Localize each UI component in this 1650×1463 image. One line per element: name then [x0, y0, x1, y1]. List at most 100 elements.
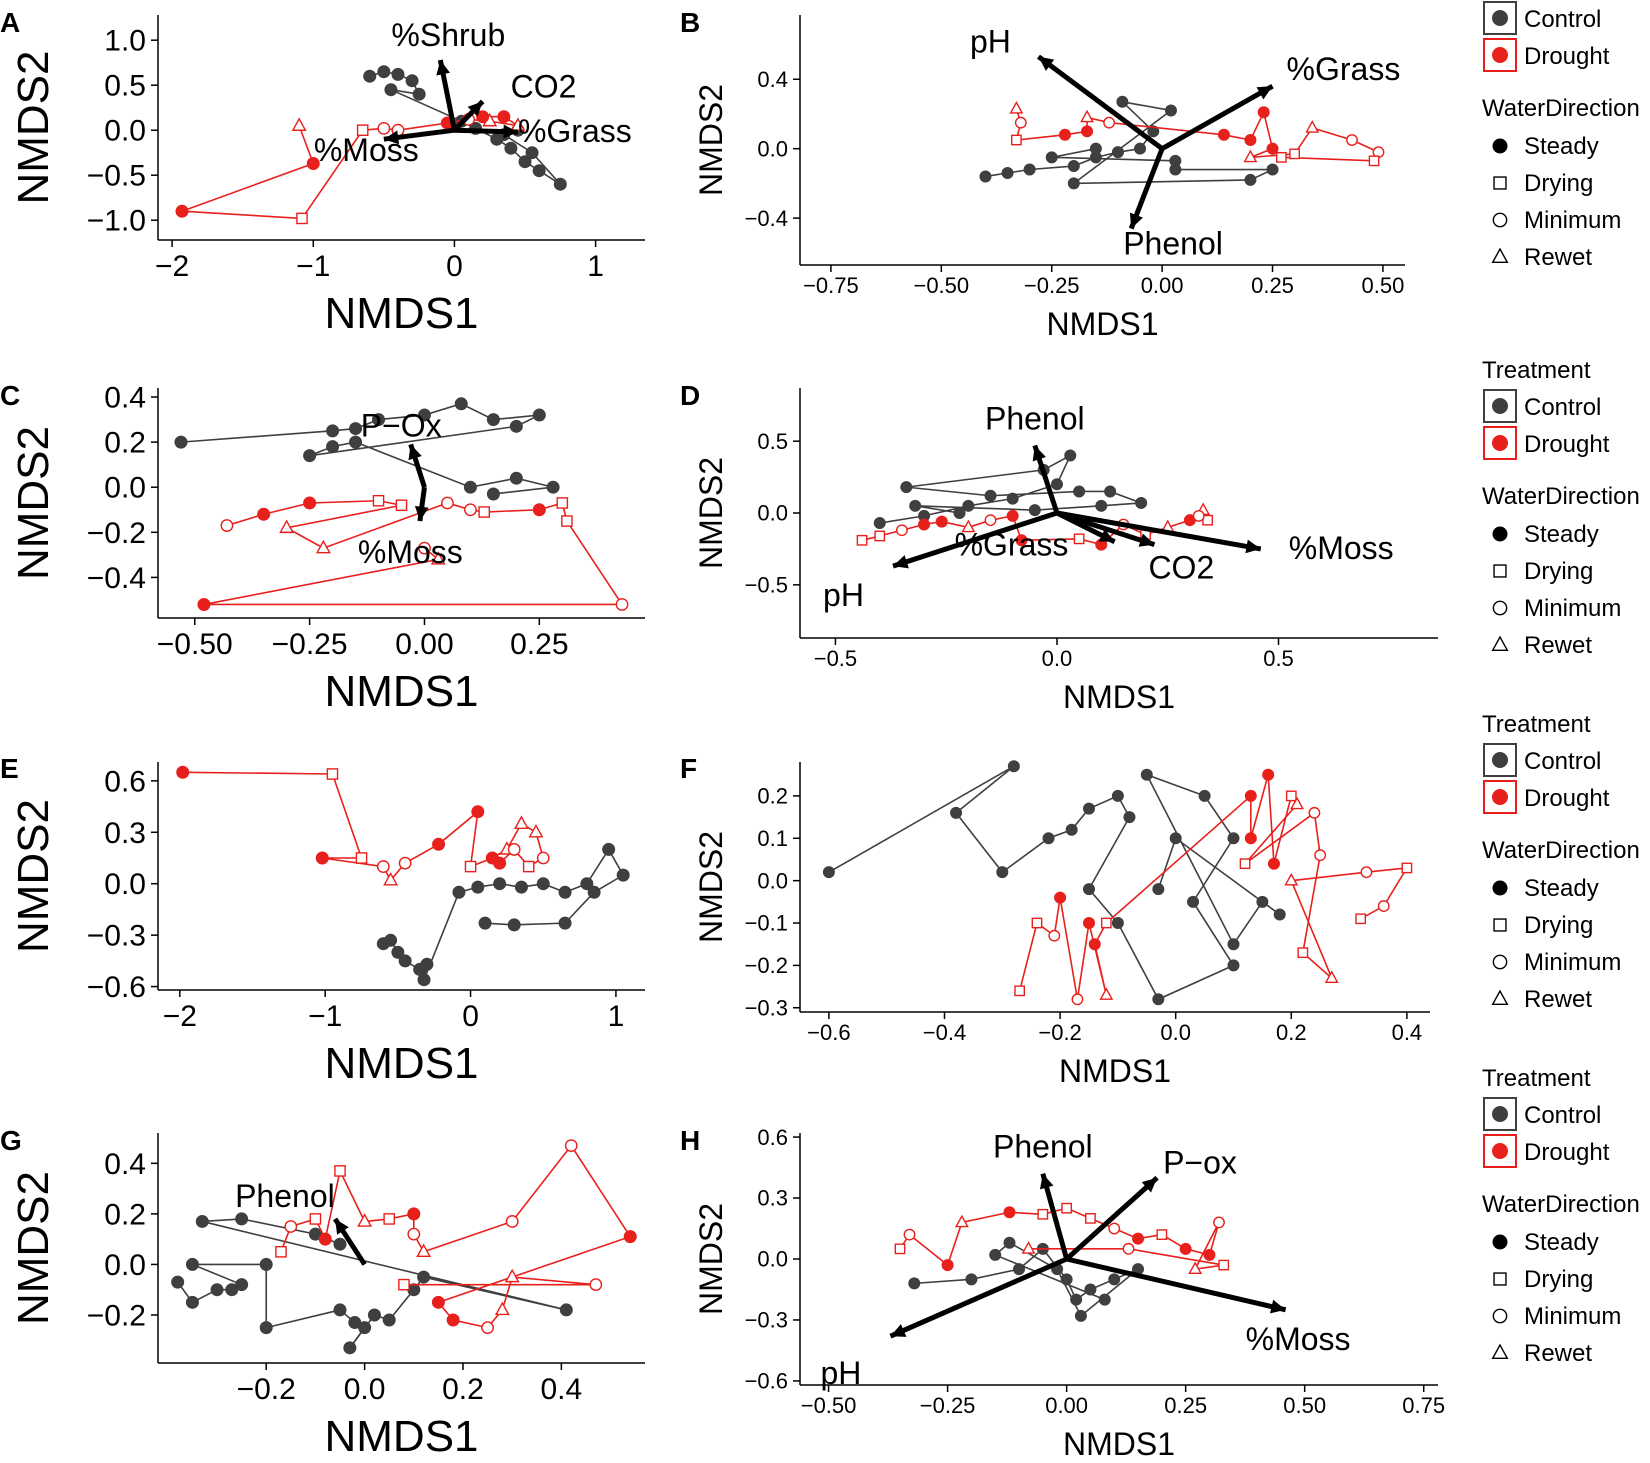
y-tick-label: 0.0	[757, 136, 788, 161]
point-control-steady	[979, 170, 992, 183]
x-tick-label: 0	[462, 1000, 479, 1033]
point-control-steady	[616, 868, 630, 882]
point-control-steady	[1001, 166, 1014, 179]
point-control-steady	[546, 480, 560, 494]
point-drought-steady	[306, 157, 320, 170]
x-tick-label: 0.50	[1362, 273, 1405, 298]
point-drought-minimum	[464, 503, 477, 517]
x-tick-label: −0.6	[807, 1020, 850, 1045]
x-tick-label: 0.00	[1141, 273, 1184, 298]
vector-label: Phenol	[985, 400, 1085, 436]
point-drought-rewet	[961, 519, 976, 533]
point-control-steady	[493, 877, 507, 891]
point-control-steady	[391, 67, 405, 81]
panel-letter: C	[0, 380, 20, 411]
legend-shape-steady	[1492, 526, 1508, 542]
point-control-steady	[514, 880, 528, 894]
x-tick-label: −0.50	[157, 628, 233, 661]
point-drought-drying	[395, 499, 408, 512]
point-control-steady	[1013, 1263, 1026, 1276]
series-line-control	[369, 70, 561, 185]
x-tick-label: −0.5	[814, 646, 857, 671]
legend-item-label: Drying	[1524, 170, 1593, 197]
point-drought-steady	[532, 503, 546, 517]
vector-label: %Shrub	[391, 17, 505, 53]
legend-key-dot	[1492, 1143, 1508, 1159]
y-tick-label: −0.6	[745, 1369, 788, 1394]
vector-label: Phenol	[1123, 226, 1223, 262]
x-tick-label: 0	[446, 250, 463, 283]
vector-arrowhead	[436, 60, 450, 76]
point-drought-steady	[1244, 832, 1257, 845]
x-tick-label: −1	[296, 250, 330, 283]
point-control-steady	[509, 419, 523, 433]
point-control-steady	[1108, 1273, 1121, 1286]
point-control-steady	[1007, 760, 1020, 773]
point-drought-drying	[561, 515, 573, 527]
y-tick-label: −0.2	[87, 517, 146, 550]
point-drought-drying	[355, 852, 368, 864]
point-drought-steady	[446, 1313, 460, 1327]
panel-letter: A	[0, 7, 20, 38]
legend-block: Treatment Control Drought WaterDirection Ste…	[1482, 1065, 1640, 1367]
point-drought-drying	[856, 534, 868, 546]
x-tick-label: −0.2	[237, 1373, 296, 1406]
y-tick-label: 0.6	[757, 1125, 788, 1150]
vector-label: %Grass	[1287, 51, 1401, 87]
point-control-steady	[1147, 125, 1160, 138]
point-control-steady	[962, 499, 975, 512]
point-control-steady	[333, 1237, 347, 1251]
point-drought-steady	[1058, 128, 1071, 141]
point-drought-drying	[383, 1213, 396, 1225]
point-drought-drying	[356, 124, 369, 136]
point-drought-drying	[326, 768, 339, 780]
point-drought-steady	[1217, 128, 1230, 141]
y-tick-label: 0.0	[104, 115, 146, 148]
legend-item-label: Drying	[1524, 558, 1593, 585]
point-control-steady	[1169, 154, 1182, 167]
legend-title: Treatment	[1482, 711, 1591, 738]
vector-arrowhead	[467, 101, 483, 117]
point-control-steady	[1227, 938, 1240, 951]
point-drought-rewet	[1284, 872, 1299, 886]
y-tick-label: 0.0	[104, 868, 146, 901]
point-control-steady	[1152, 883, 1165, 896]
point-drought-drying	[1037, 1208, 1049, 1220]
legend-item-label: Steady	[1524, 133, 1599, 160]
point-drought-minimum	[984, 514, 997, 527]
panel-letter: H	[680, 1125, 700, 1156]
vector-arrowhead	[1129, 212, 1143, 229]
vector-label: pH	[823, 577, 864, 613]
x-axis-label: NMDS1	[1059, 1053, 1171, 1089]
point-drought-rewet	[1305, 120, 1320, 133]
point-control-steady	[420, 957, 434, 971]
point-drought-steady	[1132, 1232, 1145, 1245]
y-axis-label: NMDS2	[693, 1203, 729, 1315]
x-tick-label: −0.50	[801, 1393, 857, 1418]
series-line-control	[180, 402, 554, 495]
point-control-steady	[326, 424, 340, 438]
vector-arrowhead	[1138, 533, 1155, 547]
point-drought-minimum	[441, 496, 454, 510]
point-control-steady	[171, 1275, 185, 1289]
panel-letter: D	[680, 380, 700, 411]
x-tick-label: 1	[608, 1000, 625, 1033]
point-drought-steady	[176, 765, 190, 779]
y-tick-label: −0.2	[745, 953, 788, 978]
vector-arrowhead	[890, 1324, 907, 1337]
point-control-steady	[1050, 478, 1063, 491]
y-tick-label: −0.5	[87, 160, 146, 193]
point-control-steady	[1266, 163, 1279, 176]
vector-label: %Grass	[518, 113, 632, 149]
x-tick-label: 1	[587, 250, 604, 283]
x-tick-label: 0.25	[510, 628, 568, 661]
y-tick-label: 0.3	[757, 1186, 788, 1211]
point-drought-drying	[1289, 148, 1300, 160]
legend-item-label: Rewet	[1524, 1340, 1592, 1367]
point-drought-steady	[407, 1207, 421, 1221]
x-tick-label: −0.25	[920, 1393, 976, 1418]
point-drought-drying	[1297, 947, 1309, 959]
point-control-steady	[950, 806, 963, 819]
x-tick-label: 0.2	[1276, 1020, 1307, 1045]
vector-label: Phenol	[235, 1178, 335, 1214]
